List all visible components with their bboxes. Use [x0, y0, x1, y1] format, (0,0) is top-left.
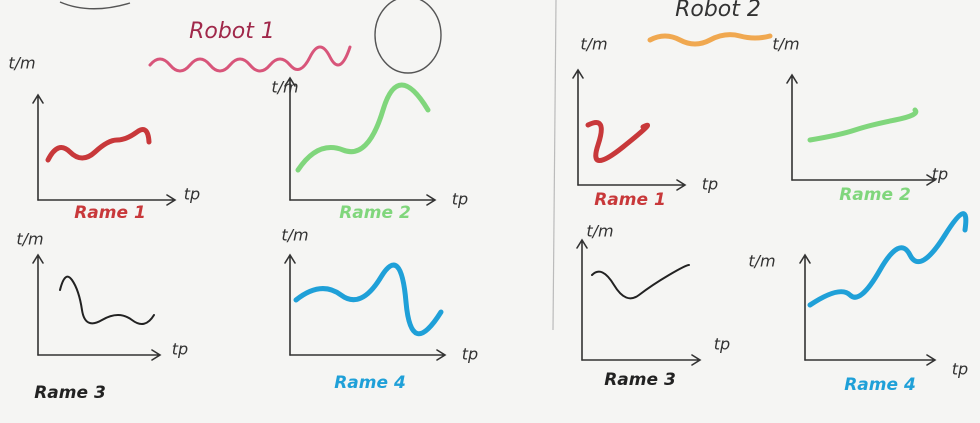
x-axis-label: tp [952, 360, 968, 379]
y-axis [787, 75, 797, 180]
y-axis-label: t/m [772, 35, 799, 54]
sketch-page: Robot 1 Robot 2 t/m tp Rame 1 t/m tp Rame 2 t/… [0, 0, 980, 423]
caption: Rame 3 [34, 383, 106, 403]
curve [810, 214, 966, 305]
robot-title: Robot 2 [675, 0, 761, 22]
x-axis-label: tp [932, 165, 948, 184]
x-axis-label: tp [702, 175, 718, 194]
caption: Rame 2 [839, 185, 911, 205]
y-axis [577, 240, 587, 360]
robot-title: Robot 1 [189, 19, 275, 44]
y-axis-label: t/m [16, 230, 43, 249]
y-axis-label: t/m [748, 252, 775, 271]
x-axis [578, 180, 685, 190]
y-axis-label: t/m [580, 35, 607, 54]
divider [553, 0, 556, 330]
y-axis [33, 95, 43, 200]
x-axis [290, 350, 445, 360]
x-axis [38, 350, 160, 360]
curve [810, 110, 916, 140]
x-axis [582, 355, 700, 365]
curve [588, 123, 648, 161]
y-axis-label: t/m [281, 226, 308, 245]
title-underline [650, 35, 770, 44]
y-axis-label: t/m [8, 54, 35, 73]
x-axis [792, 175, 935, 185]
curve [298, 85, 428, 170]
x-axis-label: tp [452, 190, 468, 209]
curve [592, 265, 689, 298]
y-axis-label: t/m [271, 78, 298, 97]
caption: Rame 4 [844, 375, 916, 395]
y-axis [800, 255, 810, 360]
doodle [60, 2, 130, 9]
curve [48, 130, 149, 160]
x-axis-label: tp [184, 185, 200, 204]
caption: Rame 1 [594, 190, 666, 210]
caption: Rame 3 [604, 370, 676, 390]
y-axis [33, 255, 43, 355]
title-underline [150, 47, 350, 71]
x-axis-label: tp [714, 335, 730, 354]
x-axis [805, 355, 935, 365]
y-axis-label: t/m [586, 222, 613, 241]
y-axis [573, 70, 583, 185]
caption: Rame 1 [74, 203, 146, 223]
caption: Rame 4 [334, 373, 406, 393]
oval-doodle [375, 0, 441, 73]
y-axis [285, 255, 295, 355]
x-axis-label: tp [462, 345, 478, 364]
caption: Rame 2 [339, 203, 411, 223]
curve [296, 265, 441, 334]
x-axis-label: tp [172, 340, 188, 359]
curve [60, 277, 154, 324]
